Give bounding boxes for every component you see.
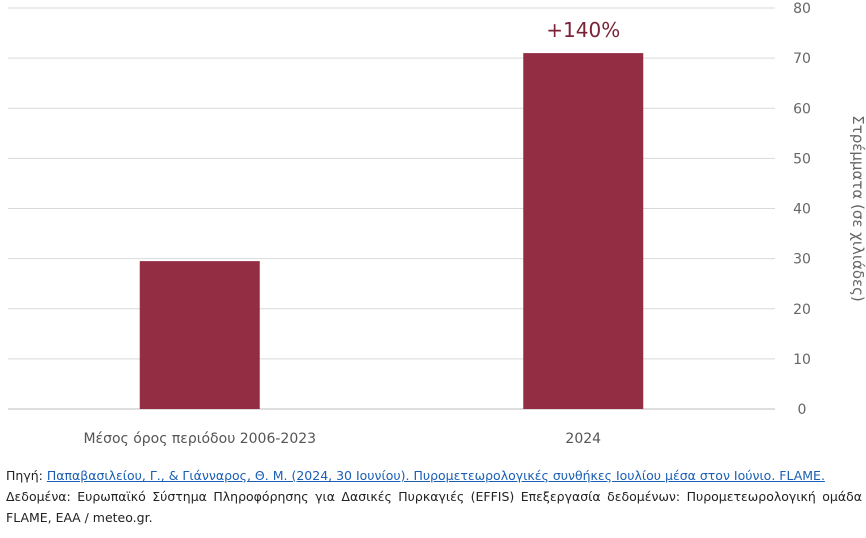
y-axis-ticks: 0 10 20 30 40 50 60 70 80 bbox=[793, 1, 811, 418]
y-axis-label: Στρέμματα (σε χιλιάδες) bbox=[849, 115, 866, 302]
y-tick-label: 80 bbox=[793, 1, 811, 17]
gridlines bbox=[8, 7, 775, 410]
source-note: Πηγή: Παπαβασιλείου, Γ., & Γιάνναρος, Θ.… bbox=[6, 465, 862, 528]
y-tick-label: 40 bbox=[793, 202, 811, 218]
y-tick-label: 50 bbox=[793, 151, 811, 167]
bar bbox=[139, 261, 260, 409]
y-tick-label: 30 bbox=[793, 252, 811, 268]
x-category-label: 2024 bbox=[565, 431, 601, 447]
bar bbox=[523, 53, 644, 410]
bar-chart: 0 10 20 30 40 50 60 70 80 Μέσος όρος περιόδου 20… bbox=[8, 1, 866, 447]
y-tick-label: 0 bbox=[798, 402, 807, 418]
x-category-label: Μέσος όρος περιόδου 2006-2023 bbox=[83, 431, 316, 447]
y-tick-label: 60 bbox=[793, 101, 811, 117]
source-label: Πηγή: bbox=[6, 468, 43, 483]
data-credit: Δεδομένα: Ευρωπαϊκό Σύστημα Πληροφόρησης… bbox=[6, 489, 862, 525]
source-link[interactable]: Παπαβασιλείου, Γ., & Γιάνναρος, Θ. Μ. (2… bbox=[46, 468, 825, 483]
y-tick-label: 70 bbox=[793, 51, 811, 67]
y-tick-label: 10 bbox=[793, 352, 811, 368]
y-tick-label: 20 bbox=[793, 302, 811, 318]
bar-annotation: +140% bbox=[546, 18, 620, 42]
x-axis-labels: Μέσος όρος περιόδου 2006-2023 2024 bbox=[83, 431, 601, 447]
bars bbox=[139, 53, 644, 410]
